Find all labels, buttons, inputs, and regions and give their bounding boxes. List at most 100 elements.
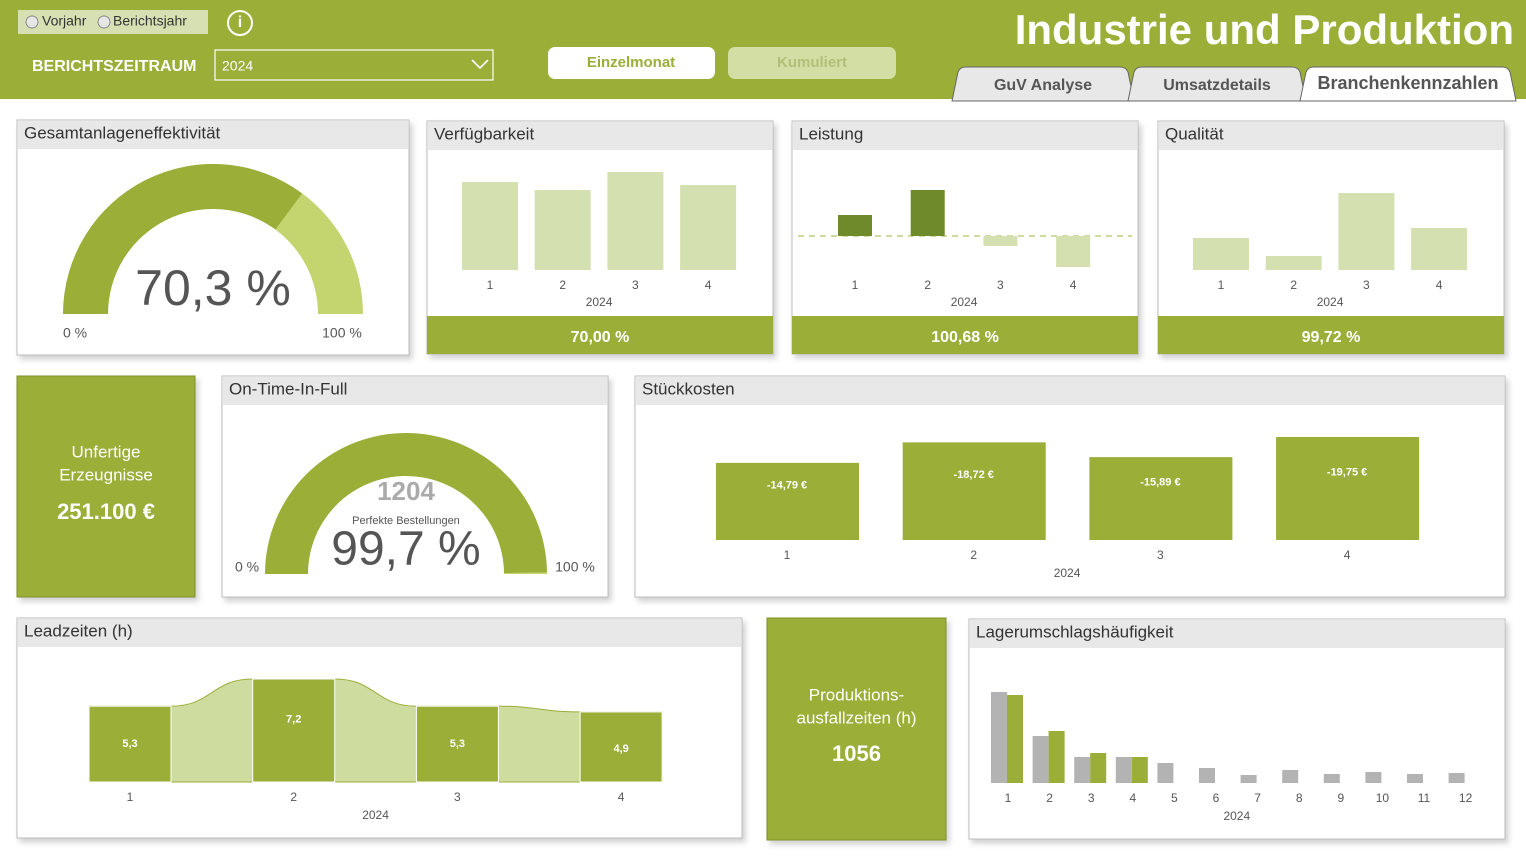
gauge-value — [63, 163, 303, 314]
tab[interactable] — [1299, 66, 1517, 102]
value-label: -18,72 € — [954, 469, 994, 481]
bar — [1007, 695, 1023, 783]
bar — [838, 215, 872, 236]
button-label: Einzelmonat — [587, 54, 675, 71]
connector-area — [88, 678, 663, 783]
bar — [1193, 238, 1249, 270]
bar — [1323, 774, 1340, 783]
panel-title: Qualität — [1165, 124, 1224, 143]
year-toggle[interactable] — [18, 10, 208, 34]
period-value: 2024 — [222, 58, 253, 74]
panel-title: Lagerumschlagshäufigkeit — [976, 622, 1174, 641]
footer-value: 70,00 % — [571, 329, 630, 346]
bar — [1157, 763, 1174, 783]
bar — [1338, 193, 1395, 270]
bar — [1282, 770, 1299, 783]
bar — [1074, 757, 1091, 783]
bar — [1411, 228, 1468, 270]
value-label: -19,75 € — [1327, 466, 1367, 478]
tab-label: Umsatzdetails — [1163, 77, 1271, 94]
kpi-label: Unfertige — [72, 442, 141, 461]
panel-title: On-Time-In-Full — [229, 379, 347, 398]
gauge-rest — [503, 572, 547, 574]
gauge-max-label: 100 % — [322, 325, 362, 341]
x-tick-label: 1 — [852, 278, 859, 292]
panel-header — [1159, 122, 1503, 150]
x-tick-label: 3 — [1088, 791, 1095, 805]
bar — [1048, 731, 1065, 783]
x-tick-label: 4 — [705, 278, 712, 292]
bar — [1448, 773, 1465, 783]
panel-title: Gesamtanlageneffektivität — [24, 123, 221, 142]
x-tick-label: 3 — [1363, 278, 1370, 292]
panel-title: Leadzeiten (h) — [24, 621, 133, 640]
panel-header — [18, 619, 741, 647]
kpi-value: 1056 — [832, 741, 881, 766]
toggle-label: Berichtsjahr — [113, 13, 187, 29]
x-tick-label: 2 — [1290, 278, 1297, 292]
button[interactable] — [548, 47, 715, 79]
panel-header — [636, 377, 1504, 405]
radio-button[interactable] — [97, 15, 111, 29]
button[interactable] — [728, 47, 896, 79]
value-label: -14,79 € — [767, 479, 807, 491]
tab[interactable] — [951, 66, 1135, 102]
bar — [607, 172, 664, 270]
gauge-value-label: 99,7 % — [331, 523, 480, 576]
x-tick-label: 1 — [1218, 278, 1225, 292]
x-tick-label: 2 — [559, 278, 566, 292]
chevron — [471, 59, 489, 70]
x-tick-label: 2 — [290, 790, 297, 804]
x-tick-label: 2 — [924, 278, 931, 292]
button-label: Kumuliert — [777, 54, 847, 71]
bar — [462, 182, 518, 270]
bar — [579, 711, 663, 783]
footer-value: 100,68 % — [931, 329, 999, 346]
panel-header — [793, 122, 1137, 150]
kpi-tile — [766, 617, 947, 841]
panel-header — [970, 620, 1504, 648]
panel-header — [18, 121, 408, 149]
x-tick-label: 4 — [1344, 548, 1351, 562]
panel-title: Stückkosten — [642, 379, 735, 398]
x-group-label: 2024 — [1223, 809, 1250, 823]
otif-count: 1204 — [377, 476, 435, 506]
tab-label: GuV Analyse — [994, 77, 1092, 94]
panel-header — [428, 122, 772, 150]
bar — [1090, 753, 1107, 783]
period-select[interactable] — [214, 49, 494, 81]
x-tick-label: 9 — [1337, 791, 1344, 805]
footer-value: 99,72 % — [1302, 329, 1361, 346]
x-tick-label: 1 — [784, 548, 791, 562]
x-group-label: 2024 — [1054, 566, 1081, 580]
bar — [902, 442, 1046, 540]
tab[interactable] — [1127, 66, 1307, 102]
bar — [1265, 256, 1322, 270]
info-icon[interactable] — [227, 10, 253, 36]
bar — [680, 185, 737, 270]
x-tick-label: 3 — [1157, 548, 1164, 562]
bar — [1365, 772, 1382, 783]
radio-button[interactable] — [25, 15, 39, 29]
panel-footer — [792, 316, 1138, 354]
x-tick-label: 4 — [1129, 791, 1136, 805]
x-tick-label: 4 — [618, 790, 625, 804]
x-group-label: 2024 — [362, 808, 389, 822]
bar — [1056, 236, 1091, 267]
gauge-max-label: 100 % — [555, 559, 595, 575]
kpi-value: 251.100 € — [57, 499, 155, 524]
bar — [1276, 437, 1420, 540]
period-label: BERICHTSZEITRAUM — [32, 58, 196, 75]
x-group-label: 2024 — [951, 295, 978, 309]
panel-footer — [1158, 316, 1504, 354]
bar — [910, 190, 945, 236]
x-tick-label: 4 — [1436, 278, 1443, 292]
bar — [1032, 736, 1049, 783]
gauge-min-label: 0 % — [235, 559, 259, 575]
bar — [415, 705, 499, 783]
bar — [534, 190, 591, 270]
panel-title: Verfügbarkeit — [434, 124, 534, 143]
bar — [1240, 775, 1257, 783]
bar — [983, 236, 1018, 246]
